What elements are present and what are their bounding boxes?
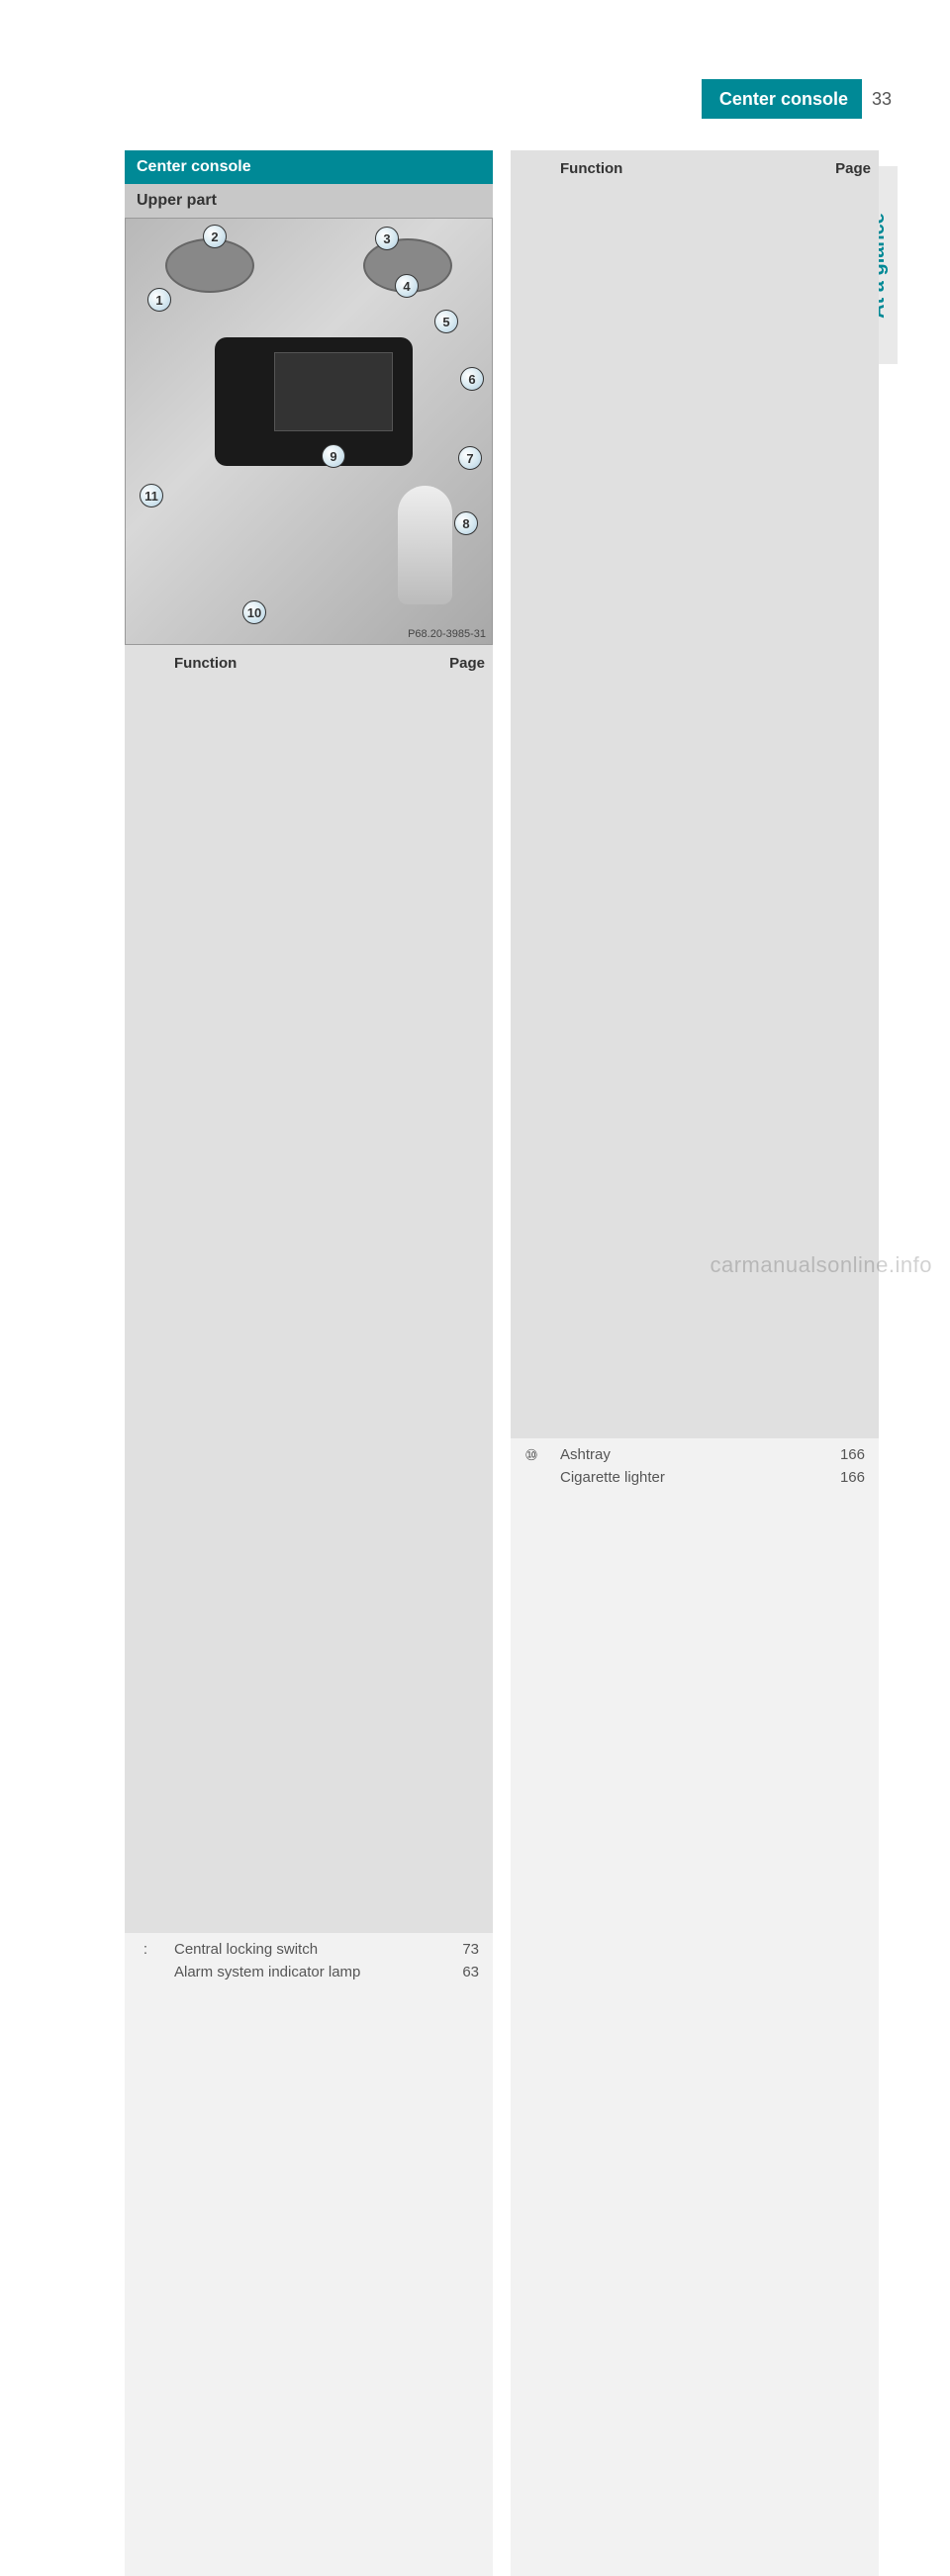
callout-5: 5 [434,310,458,333]
screen-shape [274,352,393,431]
col-page: Page [821,150,879,1438]
callout-1: 1 [147,288,171,312]
function-table-right: Function Page ⑩AshtrayCigarette lighter1… [511,150,879,2576]
col-function: Function [552,150,821,1438]
watermark: carmanualsonline.info [710,1252,932,1278]
row-page: 166166 [821,1438,879,2576]
shifter-shape [398,486,452,604]
page-header: Center console 33 [702,79,898,119]
table-row: ⑩AshtrayCigarette lighter166166 [511,1438,879,2576]
table-row: :Central locking switchAlarm system indi… [125,1933,493,2576]
section-title: Center console [125,150,493,184]
callout-6: 6 [460,367,484,391]
left-column: Center console Upper part 1 2 3 45 6 7 8 9 10 11 … [125,150,493,2576]
callout-8: 8 [454,511,478,535]
subsection-title: Upper part [125,184,493,218]
header-page-number: 33 [862,79,898,119]
callout-3: 3 [375,227,399,250]
col-symbol [125,645,166,1933]
callout-7: 7 [458,446,482,470]
callout-2: 2 [203,225,227,248]
callout-9: 9 [322,444,345,468]
row-symbol: ⑩ [511,1438,552,2576]
callout-4: 4 [395,274,419,298]
row-page: 7363 [435,1933,493,2576]
row-function: Central locking switchAlarm system indic… [166,1933,435,2576]
diagram-caption: P68.20-3985-31 [408,628,486,640]
header-title: Center console [702,79,862,119]
callout-11: 11 [140,484,163,507]
col-function: Function [166,645,435,1933]
callout-10: 10 [242,600,266,624]
function-table-left: Function Page :Central locking switchAla… [125,645,493,2576]
col-symbol [511,150,552,1438]
col-page: Page [435,645,493,1933]
row-function: AshtrayCigarette lighter [552,1438,821,2576]
right-column: Function Page ⑩AshtrayCigarette lighter1… [511,150,879,2576]
center-console-diagram: 1 2 3 45 6 7 8 9 10 11 P68.20-3985-31 [125,218,493,645]
row-symbol: : [125,1933,166,2576]
